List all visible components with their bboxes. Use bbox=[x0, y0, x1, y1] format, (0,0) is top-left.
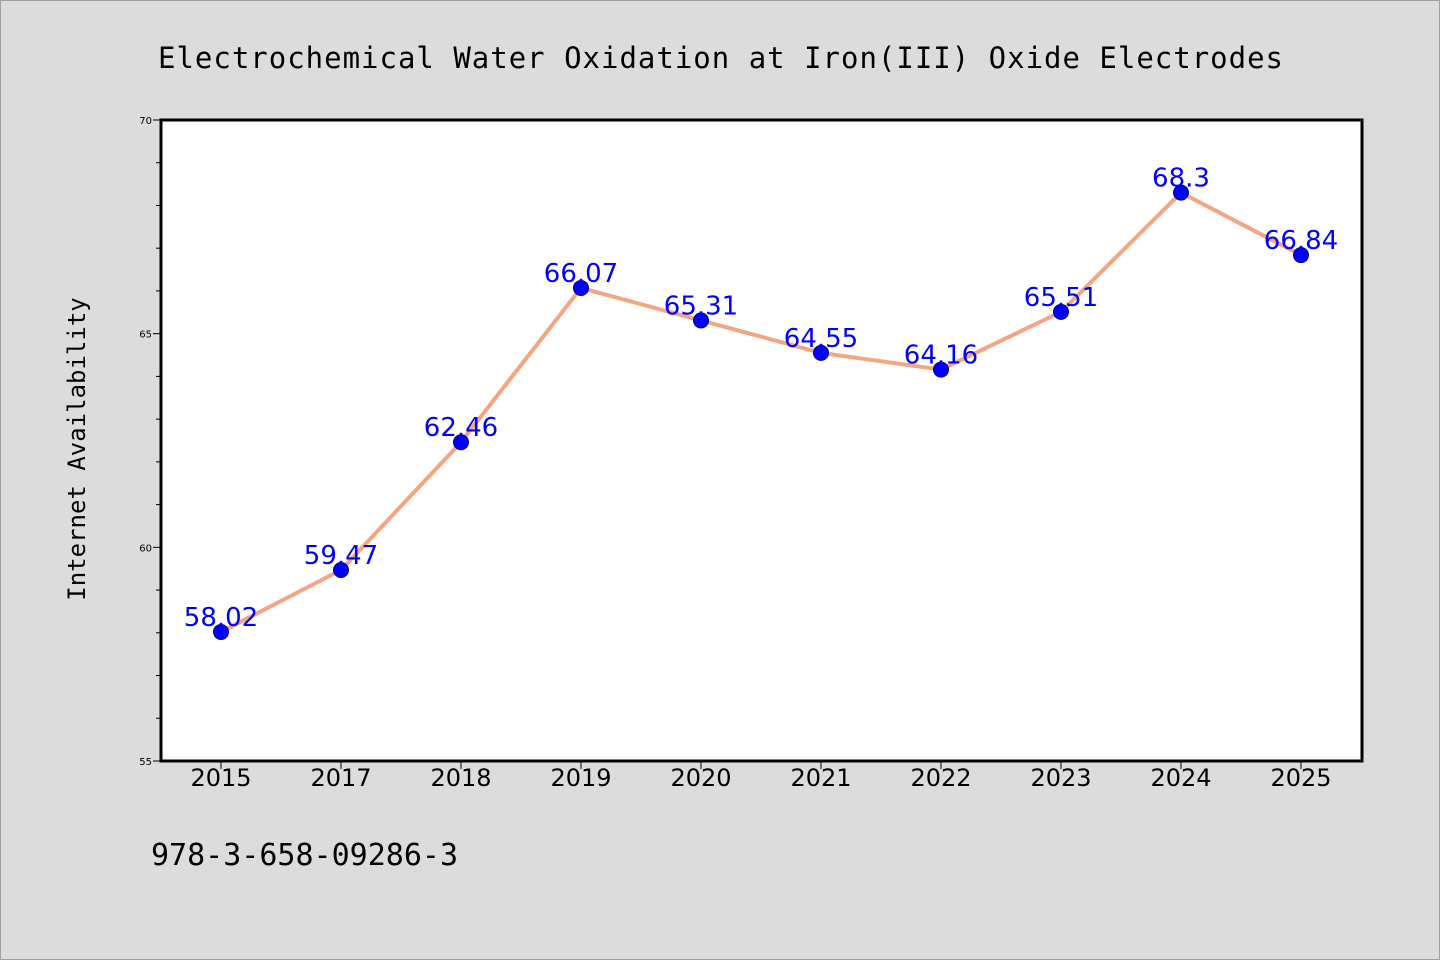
data-point bbox=[333, 561, 349, 578]
data-label: 66.84 bbox=[1264, 226, 1338, 256]
y-tick-label: 60 bbox=[139, 543, 152, 554]
x-tick-label: 2022 bbox=[910, 764, 971, 792]
data-label: 68.3 bbox=[1152, 164, 1210, 194]
y-tick-label: 55 bbox=[139, 757, 152, 768]
plot-frame bbox=[159, 118, 1364, 763]
y-tick-label: 65 bbox=[139, 330, 152, 341]
series-line bbox=[219, 190, 1303, 634]
y-axis-label: Internet Availability bbox=[63, 297, 91, 600]
data-label: 58.02 bbox=[184, 603, 258, 633]
data-point bbox=[573, 279, 589, 296]
data-point bbox=[1293, 247, 1309, 264]
data-point bbox=[453, 434, 469, 451]
axis-ticks: 55 60 65 70 2015 2017 2018 2019 2020 2021 2022 2023… bbox=[139, 116, 1331, 792]
chart-title: Electrochemical Water Oxidation at Iron(… bbox=[158, 41, 1284, 75]
data-point bbox=[813, 344, 829, 361]
data-point bbox=[1053, 303, 1069, 320]
x-tick-label: 2019 bbox=[550, 764, 611, 792]
plot-area bbox=[161, 120, 1362, 761]
data-point bbox=[1173, 184, 1189, 201]
data-point bbox=[213, 623, 229, 640]
x-tick-label: 2021 bbox=[790, 764, 851, 792]
data-label: 62.46 bbox=[424, 413, 498, 443]
data-label: 64.16 bbox=[904, 341, 978, 371]
series-line-layer bbox=[219, 190, 1303, 634]
data-label: 59.47 bbox=[304, 541, 378, 571]
isbn-text: 978-3-658-09286-3 bbox=[151, 838, 458, 873]
data-label: 65.51 bbox=[1024, 283, 1098, 313]
data-point bbox=[933, 361, 949, 378]
data-point bbox=[693, 312, 709, 329]
data-label: 64.55 bbox=[784, 324, 858, 354]
x-tick-label: 2020 bbox=[670, 764, 731, 792]
x-tick-label: 2025 bbox=[1270, 764, 1331, 792]
data-markers bbox=[213, 184, 1309, 640]
x-tick-label: 2018 bbox=[430, 764, 491, 792]
data-labels: 58.02 59.47 62.46 66.07 65.31 64.55 64.16 65.51… bbox=[184, 164, 1338, 633]
x-tick-label: 2015 bbox=[190, 764, 251, 792]
x-tick-label: 2024 bbox=[1150, 764, 1211, 792]
data-label: 66.07 bbox=[544, 259, 618, 289]
y-tick-label: 70 bbox=[139, 116, 152, 127]
x-tick-label: 2023 bbox=[1030, 764, 1091, 792]
x-tick-label: 2017 bbox=[310, 764, 371, 792]
data-label: 65.31 bbox=[664, 291, 738, 321]
